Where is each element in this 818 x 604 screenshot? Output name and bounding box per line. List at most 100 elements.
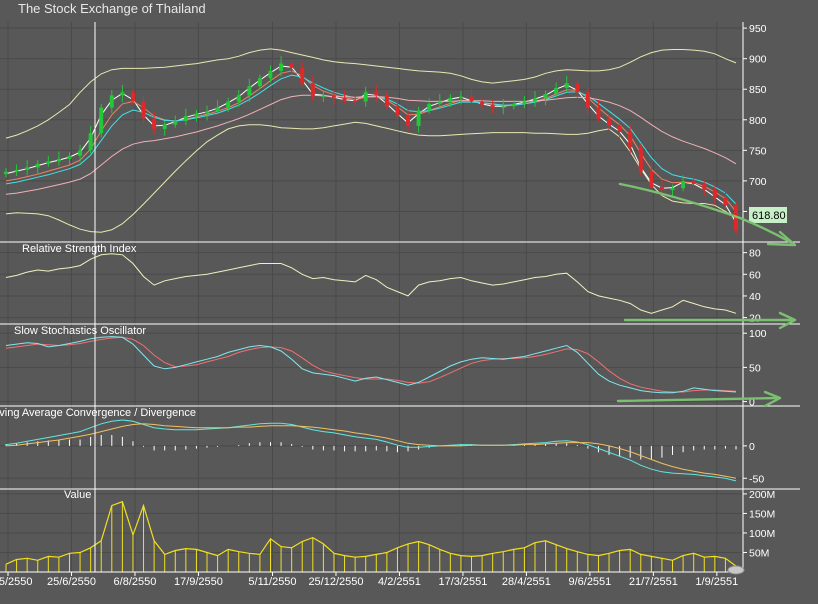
candle-body-5 <box>56 158 61 162</box>
candle-body-19 <box>205 111 210 114</box>
xtick-label-1: 25/6/2550 <box>47 576 96 588</box>
xtick-label-6: 4/2/2551 <box>378 576 421 588</box>
candle-body-64 <box>681 180 686 189</box>
candle-body-2 <box>25 167 30 170</box>
last-price-tag: 618.80 <box>749 207 787 223</box>
rsi-panel-label: Relative Strength Index <box>22 243 137 255</box>
candle-body-27 <box>289 63 294 68</box>
candle-body-9 <box>99 107 104 134</box>
panel-separators <box>0 241 800 490</box>
volume-outline <box>5 500 737 567</box>
macd-layer <box>5 419 737 482</box>
candle-body-33 <box>353 100 358 102</box>
rsi-ytick-label-0: 20 <box>749 313 761 325</box>
candle-body-21 <box>226 101 231 108</box>
xtick-label-5: 25/12/2550 <box>308 576 363 588</box>
ma-short-line <box>5 65 737 223</box>
candle-body-43 <box>458 96 463 99</box>
candle-body-30 <box>321 95 326 97</box>
volume-layer <box>5 500 737 572</box>
candle-body-62 <box>659 187 664 191</box>
stoch-d-line <box>5 336 737 393</box>
xtick-label-8: 28/4/2551 <box>502 576 551 588</box>
macd-panel-label: Moving Average Convergence / Divergence <box>0 407 196 419</box>
candle-body-48 <box>511 103 516 107</box>
candle-body-13 <box>141 101 146 119</box>
candle-body-16 <box>173 121 178 125</box>
trendline-arrowhead <box>766 230 797 247</box>
bollinger-layer <box>5 48 737 233</box>
rsi-layer <box>5 253 737 314</box>
candle-body-38 <box>406 116 411 126</box>
candle-body-42 <box>448 97 453 102</box>
candle-body-55 <box>585 92 590 108</box>
candle-body-57 <box>607 118 612 126</box>
rsi-line <box>5 253 737 314</box>
xtick-label-4: 5/11/2550 <box>248 576 296 588</box>
candle-body-65 <box>691 180 696 184</box>
volume-ytick-label-2: 150M <box>749 508 775 520</box>
candle-body-15 <box>162 124 167 129</box>
ma-long-line <box>5 94 737 195</box>
candle-body-63 <box>670 188 675 191</box>
candle-body-8 <box>88 133 93 151</box>
rsi-ytick-label-2: 60 <box>749 269 761 281</box>
macd-ytick-label-0: -50 <box>749 473 764 485</box>
xtick-label-7: 17/3/2551 <box>438 576 487 588</box>
candle-body-26 <box>279 63 284 71</box>
candle-body-29 <box>310 83 315 97</box>
trendline-annotation <box>618 182 794 245</box>
candle-body-45 <box>480 101 485 105</box>
stoch-panel-label: Slow Stochastics Oscillator <box>14 325 146 337</box>
last-price-tag-bg <box>749 207 787 223</box>
xtick-label-3: 17/9/2550 <box>174 576 223 588</box>
xtick-label-0: 14/5/2550 <box>0 576 32 588</box>
grid-layer <box>0 22 743 572</box>
candle-body-18 <box>194 113 199 117</box>
candle-body-25 <box>268 70 273 79</box>
candle-body-1 <box>14 169 19 172</box>
candle-body-66 <box>702 183 707 191</box>
candle-body-28 <box>300 67 305 84</box>
stoch-arrowhead <box>763 390 782 408</box>
candle-body-54 <box>575 83 580 93</box>
price-ytick-label-4: 850 <box>749 84 767 96</box>
stoch-ytick-label-1: 50 <box>749 362 761 374</box>
candle-body-14 <box>152 118 157 129</box>
rsi-ytick-label-3: 80 <box>749 248 761 260</box>
candlestick-layer <box>4 56 738 235</box>
candle-body-11 <box>120 92 125 96</box>
xtick-label-11: 1/9/2551 <box>695 576 738 588</box>
candle-body-0 <box>4 171 8 175</box>
price-ytick-label-3: 800 <box>749 115 767 127</box>
candle-body-51 <box>543 94 548 99</box>
rsi-ytick-label-1: 40 <box>749 291 761 303</box>
stochastic-layer <box>5 336 737 394</box>
candle-body-47 <box>501 106 506 108</box>
scroll-handle[interactable] <box>727 565 745 575</box>
rsi-arrowhead <box>778 311 797 330</box>
candle-body-39 <box>416 110 421 126</box>
signal-line <box>5 423 737 479</box>
candle-body-41 <box>437 101 442 104</box>
candle-body-36 <box>384 95 389 107</box>
candle-body-46 <box>490 104 495 108</box>
stoch-k-line <box>5 336 737 394</box>
candle-body-31 <box>331 95 336 98</box>
candle-body-35 <box>374 92 379 96</box>
stoch-ytick-label-0: 0 <box>749 397 755 409</box>
candle-body-40 <box>427 103 432 111</box>
candle-body-53 <box>564 83 569 88</box>
candle-body-6 <box>67 155 72 159</box>
candle-body-61 <box>649 171 654 187</box>
candle-body-32 <box>342 97 347 101</box>
candle-body-12 <box>130 92 135 102</box>
candle-body-68 <box>723 198 728 206</box>
stoch-ytick-label-2: 100 <box>749 328 767 340</box>
volume-panel-label: Value <box>64 489 91 501</box>
candle-body-69 <box>734 205 738 231</box>
price-ytick-label-2: 750 <box>749 145 767 157</box>
xtick-label-9: 9/6/2551 <box>568 576 611 588</box>
bb-upper-line <box>5 48 737 139</box>
